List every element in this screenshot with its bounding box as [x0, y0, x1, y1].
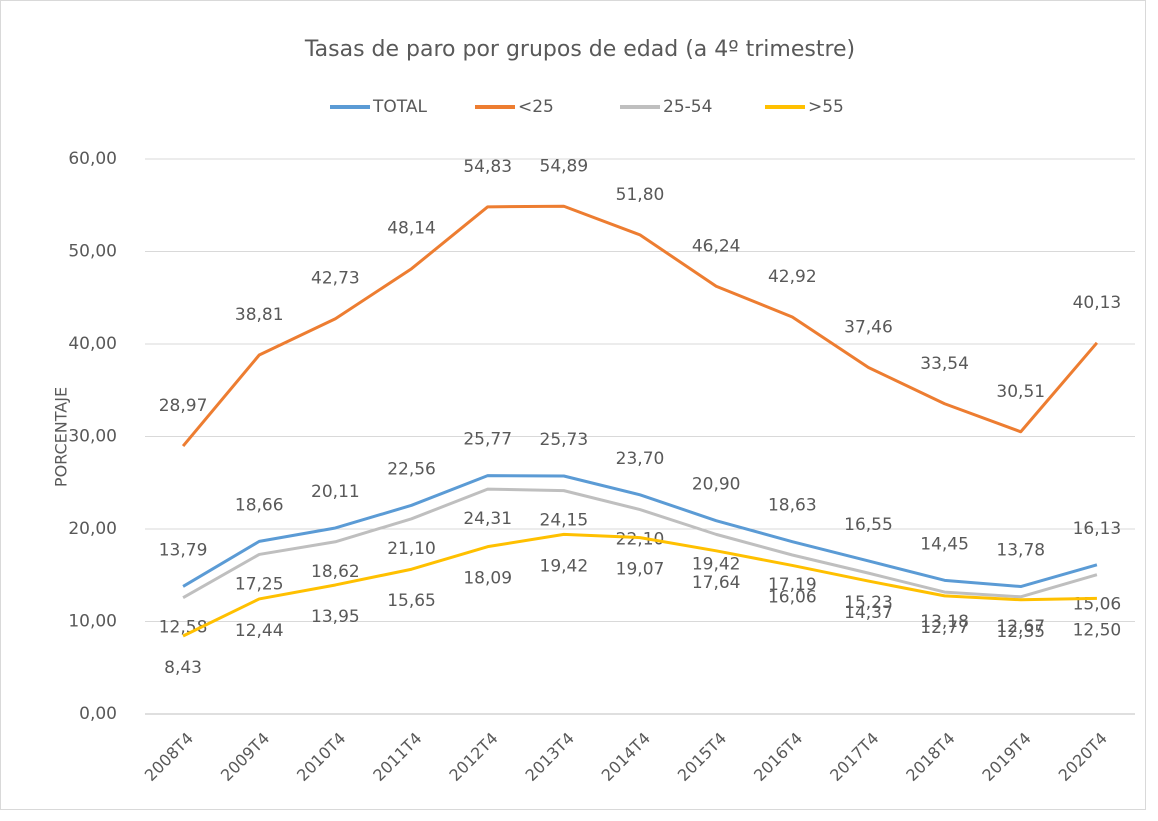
legend-label: >55 [808, 97, 844, 117]
data-label: 28,97 [159, 396, 208, 416]
data-label: 12,50 [1073, 620, 1122, 640]
data-label: 19,42 [692, 554, 741, 574]
data-label: 17,25 [235, 574, 284, 594]
data-label: 24,31 [463, 509, 512, 529]
data-label: 15,23 [844, 593, 893, 613]
y-tick-label: 30,00 [68, 427, 117, 447]
data-label: 19,42 [540, 556, 589, 576]
legend-label: <25 [518, 97, 554, 117]
data-label: 13,95 [311, 607, 360, 627]
data-label: 25,77 [463, 430, 512, 450]
legend-label: TOTAL [372, 97, 427, 117]
y-tick-label: 60,00 [68, 149, 117, 169]
data-label: 12,77 [920, 618, 969, 638]
data-label: 42,92 [768, 267, 817, 287]
data-label: 54,89 [540, 156, 589, 176]
data-label: 38,81 [235, 305, 284, 325]
y-tick-label: 50,00 [68, 242, 117, 262]
series-line [181, 204, 1099, 447]
series-line [182, 474, 1098, 589]
data-label: 22,10 [616, 530, 665, 550]
data-label: 37,46 [844, 317, 893, 337]
data-label: 17,19 [768, 575, 817, 595]
data-label: 48,14 [387, 219, 436, 239]
data-label: 16,55 [844, 515, 893, 535]
data-label: 18,63 [768, 496, 817, 516]
data-label: 12,44 [235, 621, 284, 641]
series-line [182, 532, 1097, 638]
data-label: 21,10 [387, 539, 436, 559]
data-label: 14,37 [844, 603, 893, 623]
y-axis-title: PORCENTAJE [52, 387, 71, 487]
data-label: 18,09 [463, 569, 512, 589]
chart-title: Tasas de paro por grupos de edad (a 4º t… [304, 37, 855, 62]
data-label: 12,67 [996, 617, 1045, 637]
y-tick-label: 0,00 [79, 704, 117, 724]
data-label: 16,06 [768, 587, 817, 607]
data-label: 51,80 [616, 185, 665, 205]
data-label: 23,70 [616, 449, 665, 469]
data-label: 20,11 [311, 482, 360, 502]
data-label: 17,64 [692, 573, 741, 593]
chart-frame [0, 0, 1146, 810]
data-label: 12,35 [996, 622, 1045, 642]
data-label: 20,90 [692, 475, 741, 495]
data-label: 8,43 [164, 658, 202, 678]
data-label: 42,73 [311, 269, 360, 289]
y-tick-label: 40,00 [68, 334, 117, 354]
data-label: 30,51 [996, 382, 1045, 402]
data-label: 13,78 [996, 541, 1045, 561]
y-tick-label: 10,00 [68, 612, 117, 632]
data-label: 14,45 [920, 534, 969, 554]
data-label: 33,54 [920, 354, 969, 374]
data-label: 19,07 [616, 560, 665, 580]
legend-label: 25-54 [663, 97, 712, 117]
data-label: 24,15 [540, 511, 589, 531]
y-tick-label: 20,00 [68, 519, 117, 539]
data-label: 22,56 [387, 459, 436, 479]
data-label: 18,66 [235, 495, 284, 515]
data-label: 40,13 [1073, 293, 1122, 313]
data-label: 13,79 [159, 540, 208, 560]
series-line [182, 487, 1098, 599]
data-label: 54,83 [463, 157, 512, 177]
data-label: 13,18 [920, 612, 969, 632]
data-label: 18,62 [311, 562, 360, 582]
data-label: 12,58 [159, 618, 208, 638]
data-label: 25,73 [540, 430, 589, 450]
data-label: 16,13 [1073, 519, 1122, 539]
data-label: 15,65 [387, 591, 436, 611]
data-label: 46,24 [692, 236, 741, 256]
